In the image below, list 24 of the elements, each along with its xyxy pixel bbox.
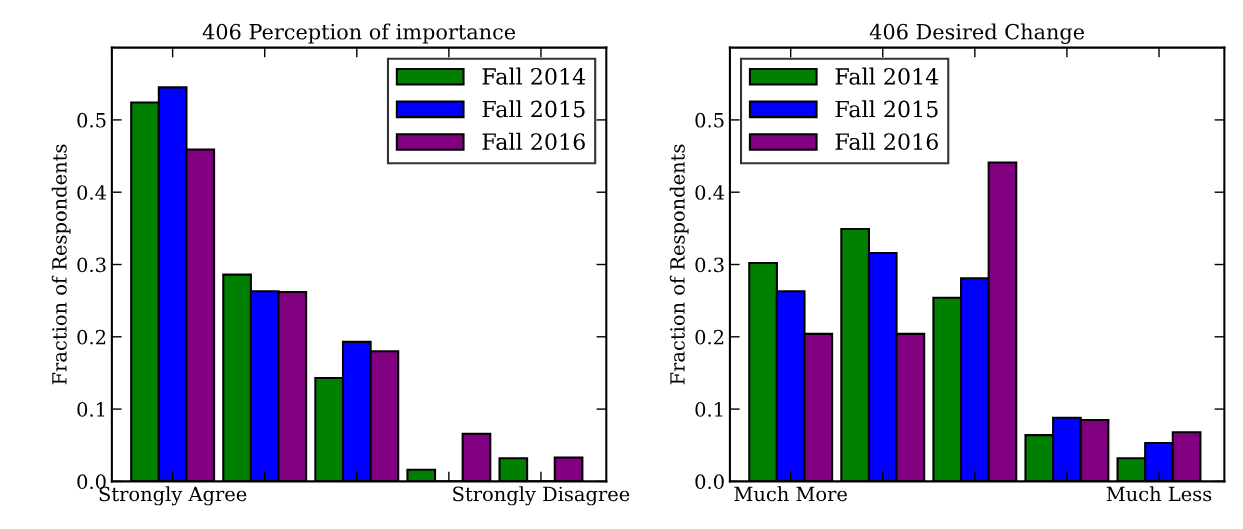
y-tick-label: 0.3	[695, 257, 724, 273]
legend-label: Fall 2015	[482, 100, 585, 118]
legend-label: Fall 2015	[835, 100, 938, 118]
y-tick-label: 0.4	[695, 185, 725, 200]
y-axis-title: Fraction of Respondents	[669, 144, 689, 385]
legend-label: Fall 2014	[482, 67, 586, 85]
x-tick-label: Much Less	[1106, 486, 1212, 502]
y-tick-label: 0.1	[695, 402, 723, 417]
y-tick-label: 0.5	[77, 112, 106, 128]
y-tick-label: 0.1	[77, 402, 105, 417]
y-tick-label: 0.3	[77, 257, 106, 273]
legend-label: Fall 2016	[835, 132, 938, 151]
x-tick-label: Much More	[734, 486, 847, 502]
y-tick-label: 0.0	[695, 474, 724, 490]
x-tick-label: Strongly Disagree	[453, 486, 630, 506]
legend-label: Fall 2014	[835, 67, 939, 85]
chart-title: 406 Desired Change	[869, 23, 1085, 44]
y-tick-label: 0.5	[695, 112, 724, 128]
y-tick-label: 0.2	[77, 329, 106, 345]
y-axis-title: Fraction of Respondents	[51, 144, 71, 385]
chart-title: 406 Perception of importance	[202, 23, 516, 44]
legend-label: Fall 2016	[482, 132, 585, 151]
y-tick-label: 0.2	[695, 329, 724, 345]
y-tick-label: 0.4	[77, 185, 107, 200]
